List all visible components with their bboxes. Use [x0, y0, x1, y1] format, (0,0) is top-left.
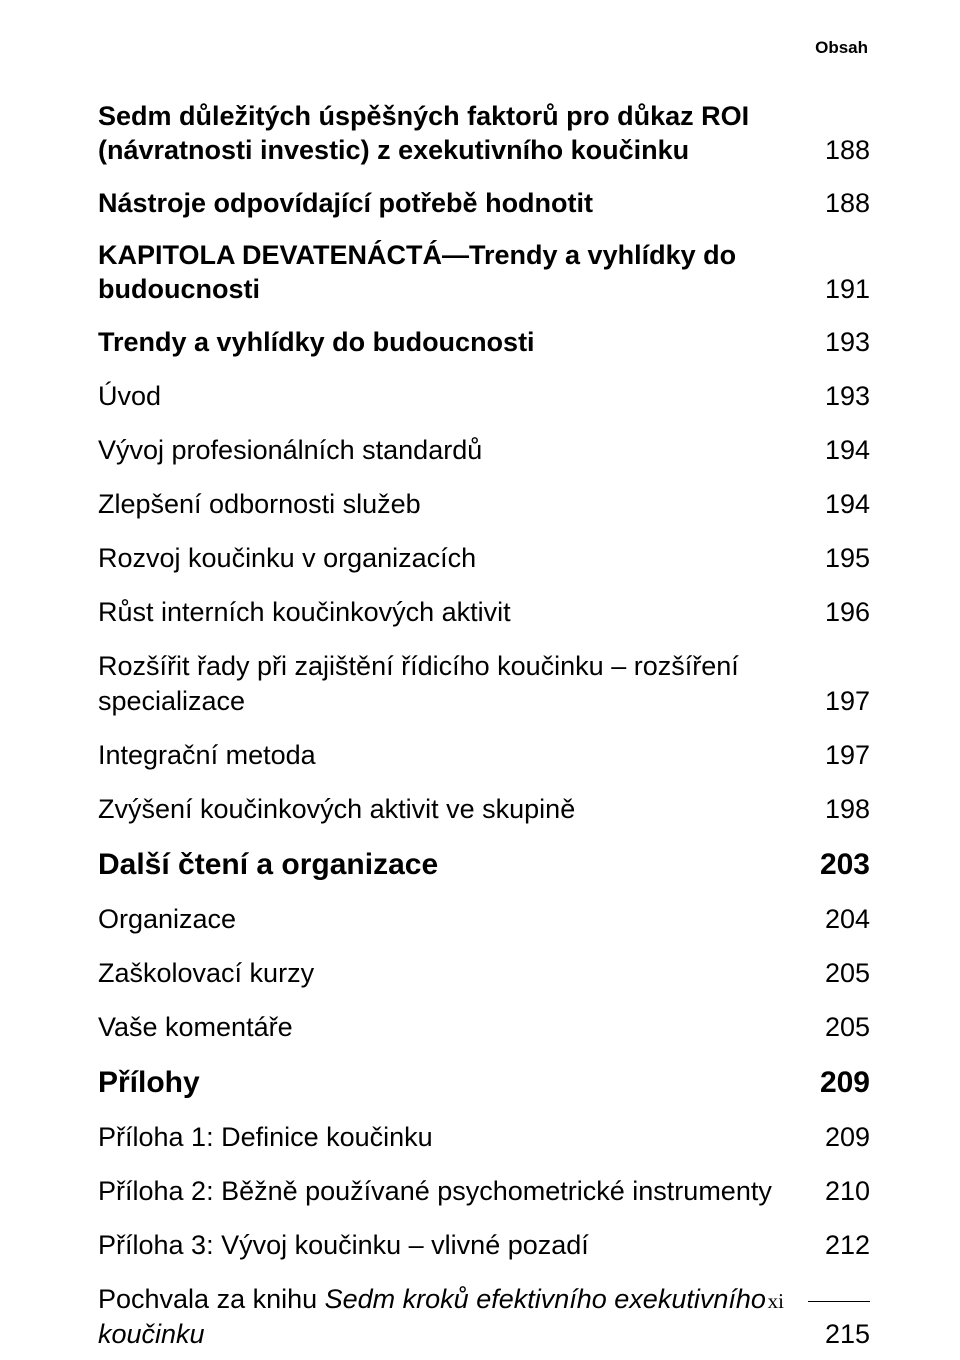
toc-entry-title: Nástroje odpovídající potřebě hodnotit [98, 187, 825, 221]
toc-entry-title: Zvýšení koučinkových aktivit ve skupině [98, 792, 825, 827]
toc-entry-title: Přílohy [98, 1064, 820, 1102]
toc-entry-page: 212 [825, 1228, 870, 1263]
toc-entry-title: Příloha 3: Vývoj koučinku – vlivné pozad… [98, 1228, 825, 1263]
toc-entry-page: 188 [825, 187, 870, 221]
toc-entry-page: 194 [825, 433, 870, 468]
toc-entry: Rozvoj koučinku v organizacích195 [98, 541, 870, 576]
toc-entry-page: 194 [825, 487, 870, 522]
toc-entry-title: Příloha 2: Běžně používané psychometrick… [98, 1174, 825, 1209]
page-number: xi [768, 1289, 784, 1314]
toc-entry-title: Úvod [98, 379, 825, 414]
toc-entry-page: 205 [825, 1010, 870, 1045]
toc-entry-page: 193 [825, 379, 870, 414]
toc-entry: Přílohy209 [98, 1064, 870, 1102]
page-content: Obsah Sedm důležitých úspěšných faktorů … [0, 0, 960, 1352]
toc-entry: Pochvala za knihu Sedm kroků efektivního… [98, 1282, 870, 1352]
toc-entry-title: Sedm důležitých úspěšných faktorů pro dů… [98, 100, 825, 168]
toc-entry-title: Zaškolovací kurzy [98, 956, 825, 991]
toc-entry: Růst interních koučinkových aktivit196 [98, 595, 870, 630]
toc-entry: Trendy a vyhlídky do budoucnosti193 [98, 326, 870, 360]
toc-entry: Integrační metoda197 [98, 738, 870, 773]
toc-entry: Vaše komentáře205 [98, 1010, 870, 1045]
toc-entry: Úvod193 [98, 379, 870, 414]
toc-entry: Příloha 3: Vývoj koučinku – vlivné pozad… [98, 1228, 870, 1263]
toc-entry-page: 215 [825, 1317, 870, 1352]
toc-entry: Sedm důležitých úspěšných faktorů pro dů… [98, 100, 870, 168]
toc-entry-title: Rozvoj koučinku v organizacích [98, 541, 825, 576]
toc-entry-page: 204 [825, 902, 870, 937]
toc-entry: KAPITOLA DEVATENÁCTÁ—Trendy a vyhlídky d… [98, 239, 870, 307]
toc-entry-page: 209 [825, 1120, 870, 1155]
table-of-contents: Sedm důležitých úspěšných faktorů pro dů… [98, 100, 870, 1352]
toc-entry: Rozšířit řady při zajištění řídicího kou… [98, 649, 870, 719]
toc-entry-page: 188 [825, 134, 870, 168]
toc-entry: Vývoj profesionálních standardů194 [98, 433, 870, 468]
toc-entry: Zvýšení koučinkových aktivit ve skupině1… [98, 792, 870, 827]
toc-entry-page: 210 [825, 1174, 870, 1209]
toc-entry: Zlepšení odbornosti služeb194 [98, 487, 870, 522]
toc-entry-page: 197 [825, 684, 870, 719]
toc-entry-title: Příloha 1: Definice koučinku [98, 1120, 825, 1155]
toc-entry-page: 209 [820, 1064, 870, 1102]
toc-entry-page: 196 [825, 595, 870, 630]
toc-entry-title: Rozšířit řady při zajištění řídicího kou… [98, 649, 825, 719]
toc-entry: Další čtení a organizace203 [98, 846, 870, 884]
toc-entry-page: 191 [825, 273, 870, 307]
footer-rule [808, 1301, 870, 1302]
toc-entry-page: 197 [825, 738, 870, 773]
toc-entry-page: 205 [825, 956, 870, 991]
toc-entry: Příloha 2: Běžně používané psychometrick… [98, 1174, 870, 1209]
toc-entry-title: Trendy a vyhlídky do budoucnosti [98, 326, 825, 360]
toc-entry-page: 193 [825, 326, 870, 360]
toc-entry-page: 198 [825, 792, 870, 827]
toc-entry-page: 203 [820, 846, 870, 884]
page-footer: xi [768, 1289, 870, 1314]
toc-entry-title: Vaše komentáře [98, 1010, 825, 1045]
toc-entry-title: KAPITOLA DEVATENÁCTÁ—Trendy a vyhlídky d… [98, 239, 825, 307]
toc-entry-title: Zlepšení odbornosti služeb [98, 487, 825, 522]
toc-entry-title: Integrační metoda [98, 738, 825, 773]
toc-entry-title: Vývoj profesionálních standardů [98, 433, 825, 468]
toc-entry-title: Další čtení a organizace [98, 846, 820, 884]
page-header: Obsah [98, 38, 870, 58]
toc-entry-title: Pochvala za knihu Sedm kroků efektivního… [98, 1282, 825, 1352]
toc-entry-title: Organizace [98, 902, 825, 937]
toc-entry: Zaškolovací kurzy205 [98, 956, 870, 991]
toc-entry: Nástroje odpovídající potřebě hodnotit18… [98, 187, 870, 221]
toc-entry: Příloha 1: Definice koučinku209 [98, 1120, 870, 1155]
toc-entry: Organizace204 [98, 902, 870, 937]
toc-entry-title: Růst interních koučinkových aktivit [98, 595, 825, 630]
toc-entry-page: 195 [825, 541, 870, 576]
